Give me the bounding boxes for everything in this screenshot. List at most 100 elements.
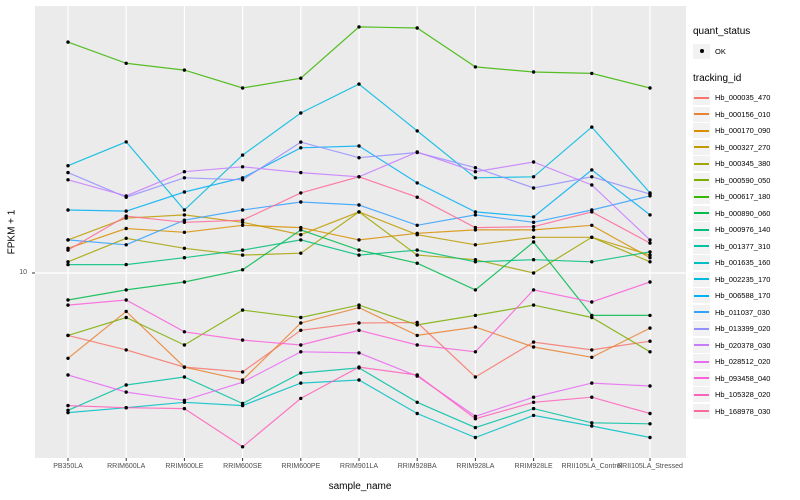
legend-key-box — [693, 255, 710, 271]
data-point — [240, 268, 245, 272]
legend-key-box — [693, 403, 710, 419]
data-point — [648, 326, 652, 330]
data-point — [357, 365, 361, 369]
data-point — [299, 170, 303, 175]
data-point — [182, 343, 187, 347]
data-point — [648, 86, 652, 90]
data-point — [531, 70, 536, 74]
data-point — [531, 258, 536, 262]
data-point — [531, 340, 536, 344]
data-point — [357, 351, 361, 355]
legend-item-label: Hb_011037_030 — [715, 307, 770, 317]
data-point — [124, 383, 128, 387]
data-point — [473, 260, 478, 264]
data-point — [415, 400, 419, 404]
legend: quant_status OK tracking_id Hb_000035_47… — [693, 26, 799, 420]
data-point — [124, 298, 128, 302]
data-point — [531, 288, 536, 292]
x-tick-label-RRII105LA_Stressed: RRII105LA_Stressed — [617, 463, 683, 470]
data-point — [240, 165, 245, 169]
x-tick-label-RRIM600SE: RRIM600SE — [223, 463, 263, 470]
data-point — [473, 375, 478, 379]
legend-line-swatch-icon — [694, 228, 709, 231]
x-tick-label-RRIM928LA: RRIM928LA — [456, 463, 495, 470]
data-point — [66, 178, 70, 182]
data-point — [182, 208, 187, 212]
data-point — [124, 309, 128, 314]
data-point — [473, 288, 478, 292]
data-point — [590, 235, 594, 239]
data-point — [648, 435, 652, 440]
data-point — [299, 381, 303, 385]
data-point — [648, 280, 652, 284]
legend-item-Hb_006588_170: Hb_006588_170 — [693, 288, 799, 305]
legend-item-label: Hb_002235_170 — [715, 274, 771, 284]
legend-line-swatch-icon — [694, 162, 709, 165]
data-point — [124, 194, 128, 198]
data-point — [124, 348, 128, 352]
data-point — [531, 160, 536, 164]
legend-key-box — [693, 271, 710, 287]
data-point — [124, 61, 128, 65]
legend-key-box — [693, 43, 710, 59]
x-tick-label-RRIM600PE: RRIM600PE — [281, 463, 321, 470]
legend-tracking-items: Hb_000035_470 Hb_000156_010 Hb_000170_090 H… — [693, 90, 799, 420]
data-point — [182, 280, 187, 284]
data-point — [590, 381, 594, 385]
data-point — [531, 175, 536, 179]
data-point — [124, 406, 128, 410]
data-point — [590, 210, 594, 214]
data-point — [531, 240, 536, 244]
legend-item-label: Hb_000035_470 — [715, 93, 771, 103]
data-point — [415, 323, 419, 327]
data-point — [182, 246, 187, 250]
data-point — [182, 406, 187, 411]
data-point — [648, 213, 652, 217]
data-point — [531, 413, 536, 418]
data-point — [531, 225, 536, 229]
data-point — [590, 223, 594, 227]
data-point — [415, 373, 419, 377]
data-point — [66, 373, 70, 377]
legend-key-box — [693, 189, 710, 205]
data-point — [240, 208, 245, 212]
data-point — [648, 253, 652, 257]
data-point — [66, 298, 70, 302]
legend-item-Hb_000976_140: Hb_000976_140 — [693, 222, 799, 239]
legend-item-Hb_000035_470: Hb_000035_470 — [693, 90, 799, 107]
data-point — [473, 313, 478, 318]
data-point — [473, 176, 478, 180]
legend-item-label: Hb_168978_030 — [715, 406, 771, 416]
data-point — [240, 253, 245, 257]
data-point — [66, 262, 70, 267]
point-marker-icon — [699, 49, 704, 54]
data-point — [473, 435, 478, 440]
data-point — [124, 140, 128, 144]
legend-line-swatch-icon — [694, 311, 709, 314]
data-point — [357, 321, 361, 325]
data-point — [357, 248, 361, 252]
legend-key-box — [693, 172, 710, 188]
legend-item-label: Hb_000170_090 — [715, 126, 771, 136]
data-point — [590, 395, 594, 399]
data-point — [648, 260, 652, 264]
data-point — [182, 176, 187, 180]
data-point — [473, 210, 478, 214]
data-point — [66, 40, 70, 44]
legend-item-Hb_028512_020: Hb_028512_020 — [693, 354, 799, 371]
legend-line-swatch-icon — [694, 327, 709, 330]
data-point — [299, 111, 303, 115]
legend-title-tracking-id: tracking_id — [693, 72, 742, 84]
data-point — [415, 195, 419, 199]
legend-item-label: OK — [715, 46, 726, 56]
data-point — [124, 390, 128, 394]
data-point — [415, 248, 419, 252]
data-point — [415, 26, 419, 30]
data-point — [648, 422, 652, 426]
x-tick-label-RRIM928BA: RRIM928BA — [397, 463, 437, 470]
y-axis-title: FPKM + 1 — [6, 209, 18, 255]
data-point — [182, 398, 187, 402]
data-point — [182, 68, 187, 72]
legend-key-box — [693, 370, 710, 386]
data-point — [590, 260, 594, 264]
